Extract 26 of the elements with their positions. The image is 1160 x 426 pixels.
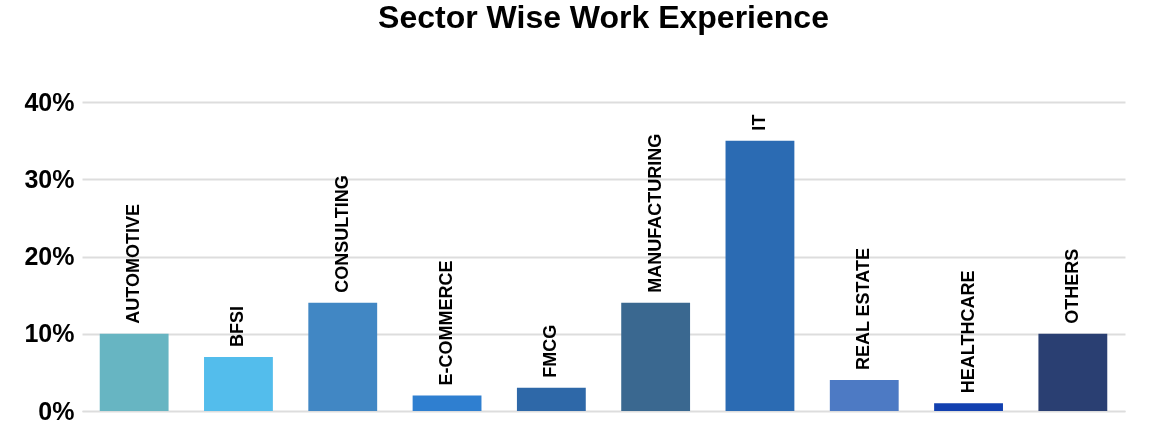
y-tick-label: 10% — [24, 319, 75, 348]
bar — [412, 395, 482, 411]
bar — [829, 380, 899, 411]
x-tick-label: FMCG — [540, 324, 561, 378]
x-tick-label: CONSULTING — [331, 175, 352, 293]
x-tick-label: AUTOMOTIVE — [123, 204, 144, 324]
x-tick-label: BFSI — [227, 305, 248, 347]
x-tick-label: REAL ESTATE — [853, 248, 874, 371]
bar — [934, 403, 1003, 411]
y-tick-label: 40% — [24, 87, 75, 116]
bar — [308, 302, 378, 411]
y-tick-label: 30% — [24, 164, 75, 193]
y-tick-label: 20% — [24, 242, 75, 270]
chart-title: Sector Wise Work Experience — [378, 0, 829, 35]
y-tick-label: 0% — [38, 396, 75, 425]
bar — [99, 333, 169, 411]
bar — [204, 356, 273, 411]
x-tick-label: IT — [748, 114, 769, 131]
x-tick-label: E-COMMERCE — [436, 260, 457, 386]
bar — [516, 387, 586, 411]
bar — [725, 140, 795, 411]
bar — [621, 302, 691, 411]
bar — [1038, 333, 1108, 411]
x-tick-label: OTHERS — [1061, 248, 1082, 324]
x-tick-label: HEALTHCARE — [957, 270, 978, 394]
x-tick-label: MANUFACTURING — [644, 133, 665, 293]
